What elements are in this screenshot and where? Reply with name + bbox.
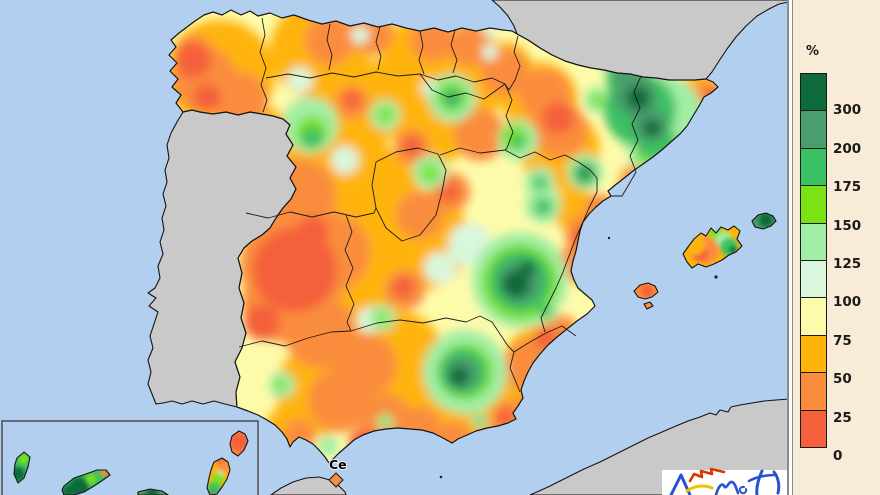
aemet-logo [662, 467, 788, 495]
legend-tick-label: 25 [833, 409, 852, 426]
cabrera-islet-dot [714, 275, 718, 279]
legend-tick-label: 150 [833, 217, 862, 234]
legend-tick-label: 200 [833, 140, 862, 157]
legend-swatch [800, 185, 827, 224]
legend-swatch [800, 297, 827, 336]
columbretes-islet-dot [607, 236, 611, 240]
neutral-land-group [147, 0, 789, 495]
legend-panel: % 300 200 175 150 125 100 75 50 25 0 [793, 0, 880, 495]
panel-separator [787, 0, 793, 495]
legend-swatch [800, 147, 827, 187]
legend-swatch [800, 259, 827, 299]
africa-landmass-west [270, 476, 347, 495]
legend-swatch [800, 334, 827, 374]
islands-color-field [14, 213, 773, 495]
alboran-islet-dot [439, 475, 443, 479]
legend-unit-label: % [806, 44, 820, 59]
canary-inset-frame [1, 420, 259, 495]
islet-dots [439, 236, 718, 479]
weather-map: Ce [0, 0, 789, 495]
legend-tick-label: 175 [833, 179, 862, 196]
legend-tick-label: 100 [833, 294, 862, 311]
legend-swatch [800, 73, 827, 112]
legend-tick-label: 300 [833, 102, 862, 119]
legend-swatch [800, 409, 827, 448]
ceuta-label: Ce [329, 457, 347, 472]
region-borders [238, 17, 642, 393]
legend-tick-label: 0 [833, 448, 843, 464]
legend-tick-label: 75 [833, 332, 852, 349]
ceuta-marker: Ce [328, 456, 348, 488]
legend-tick-label: 125 [833, 256, 862, 272]
legend-color-scale [800, 73, 827, 448]
legend-swatch [800, 110, 827, 149]
ceuta-diamond [328, 472, 344, 488]
legend-tick-label: 50 [833, 371, 852, 388]
legend-swatch [800, 372, 827, 411]
legend-swatch [800, 222, 827, 261]
